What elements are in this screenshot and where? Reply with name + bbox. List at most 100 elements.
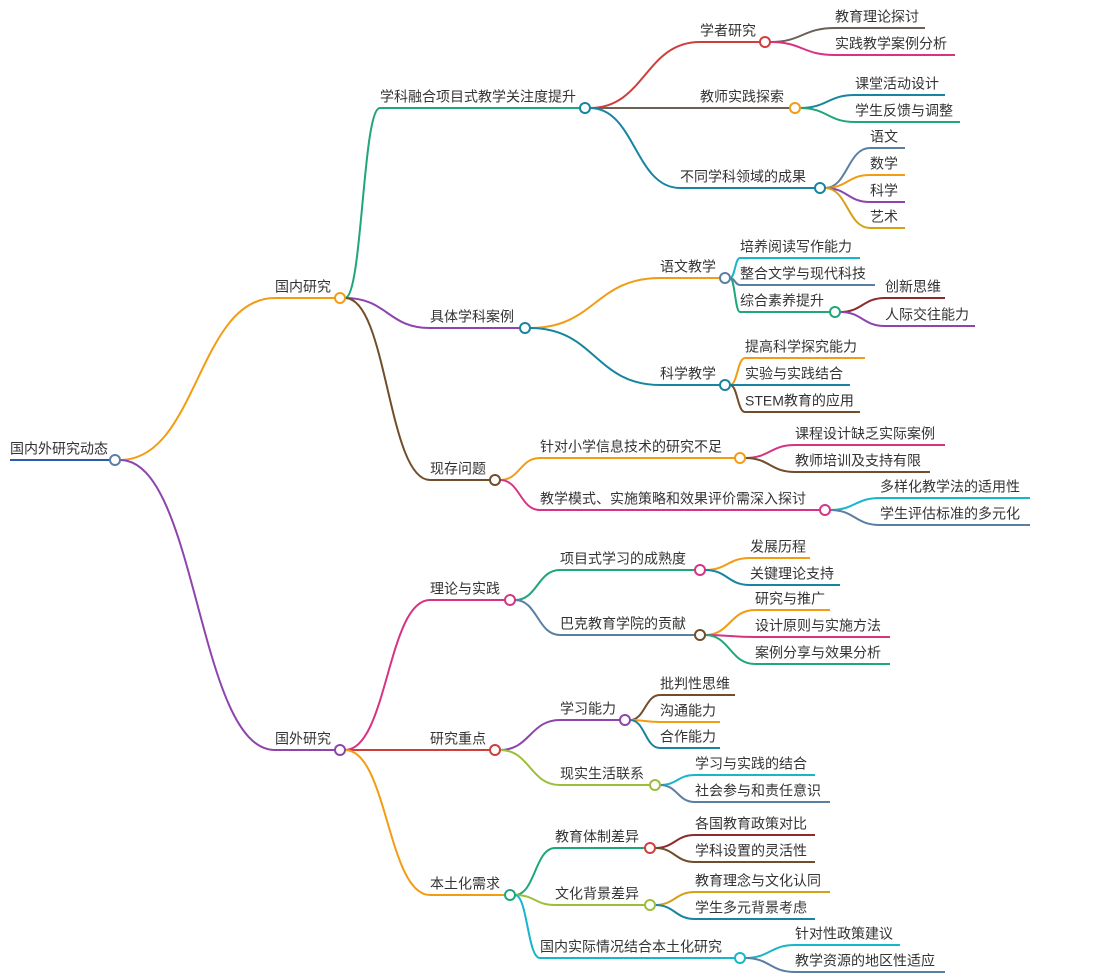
node-label: 语文: [870, 129, 898, 145]
node-label: 社会参与和责任意识: [695, 783, 821, 799]
node-label: 提高科学探究能力: [745, 339, 857, 355]
edge: [655, 835, 695, 848]
mindmap-svg: 国内外研究动态 国内研究 学科融合项目式教学关注度提升 学者研究 教育理论探讨实践教学案…: [0, 0, 1120, 973]
node-label: 针对性政策建议: [795, 926, 893, 942]
node-label: 科学: [870, 183, 898, 199]
node-label: 学习与实践的结合: [695, 756, 807, 772]
edge: [345, 108, 380, 298]
edge: [730, 385, 745, 412]
node-label: 发展历程: [750, 539, 806, 555]
node-label: 多样化教学法的适用性: [880, 479, 1020, 495]
branch-node-icon: [505, 890, 515, 900]
node-label: 巴克教育学院的贡献: [560, 616, 686, 632]
edge: [745, 445, 795, 458]
edge: [500, 720, 560, 750]
edge: [705, 558, 750, 570]
edge: [660, 775, 695, 785]
node-label: 教学资源的地区性适应: [795, 953, 935, 969]
node-label: 文化背景差异: [555, 886, 639, 902]
node-label: 实践教学案例分析: [835, 36, 947, 52]
edge: [840, 298, 885, 312]
edge: [770, 42, 835, 55]
edge: [345, 600, 430, 750]
branch-node-icon: [735, 953, 745, 963]
node-label: 整合文学与现代科技: [740, 266, 866, 282]
edge: [630, 720, 660, 748]
node-label: 数学: [870, 156, 898, 172]
edge: [655, 892, 695, 905]
edge: [515, 895, 540, 958]
branch-node-icon: [815, 183, 825, 193]
node-label: 创新思维: [885, 279, 941, 295]
node-label: 理论与实践: [430, 581, 500, 597]
edge: [730, 258, 740, 278]
edge: [120, 298, 275, 460]
edge: [800, 95, 855, 108]
edge: [830, 498, 880, 510]
edge: [770, 28, 835, 42]
edge: [830, 510, 880, 525]
node-label: 学习能力: [560, 701, 616, 717]
node-label: 学生反馈与调整: [855, 103, 953, 119]
edge: [120, 460, 275, 750]
branch-node-icon: [820, 505, 830, 515]
node-label: 学生多元背景考虑: [695, 900, 807, 916]
node-label: 课程设计缺乏实际案例: [795, 426, 935, 442]
edge: [590, 42, 700, 108]
edge: [745, 958, 795, 972]
branch-node-icon: [695, 565, 705, 575]
node-label: STEM教育的应用: [745, 393, 854, 409]
edge: [500, 750, 560, 785]
branch-node-icon: [830, 307, 840, 317]
branch-node-icon: [580, 103, 590, 113]
edge: [655, 905, 695, 919]
edge: [515, 600, 560, 635]
node-label: 语文教学: [660, 259, 716, 275]
node-label: 不同学科领域的成果: [680, 169, 806, 185]
node-label: 现存问题: [430, 461, 486, 477]
node-label: 综合素养提升: [740, 293, 824, 309]
node-label: 项目式学习的成熟度: [560, 551, 686, 567]
edge: [500, 480, 540, 510]
node-label: 教师实践探索: [700, 89, 784, 105]
branch-node-icon: [645, 843, 655, 853]
branch-node-icon: [650, 780, 660, 790]
branch-node-icon: [645, 900, 655, 910]
edge: [515, 570, 560, 600]
edge: [745, 458, 795, 472]
branch-node-icon: [505, 595, 515, 605]
branch-node-icon: [490, 475, 500, 485]
node-label: 设计原则与实施方法: [755, 618, 881, 634]
edge: [530, 278, 660, 328]
node-label: 国内研究: [275, 279, 331, 295]
node-label: 学科融合项目式教学关注度提升: [380, 89, 576, 105]
branch-node-icon: [695, 630, 705, 640]
node-label: 学者研究: [700, 23, 756, 39]
branch-node-icon: [720, 273, 730, 283]
node-label: 学科设置的灵活性: [695, 843, 807, 859]
node-label: 国内外研究动态: [10, 441, 108, 457]
node-label: 教育理论探讨: [835, 9, 919, 25]
edge: [745, 945, 795, 958]
branch-node-icon: [735, 453, 745, 463]
node-label: 人际交往能力: [885, 307, 969, 323]
node-label: 教师培训及支持有限: [795, 453, 921, 469]
node-label: 教学模式、实施策略和效果评价需深入探讨: [540, 491, 806, 507]
edge: [655, 848, 695, 862]
node-label: 实验与实践结合: [745, 366, 843, 382]
branch-node-icon: [520, 323, 530, 333]
edge: [630, 695, 660, 720]
edge: [345, 298, 430, 480]
node-label: 本土化需求: [430, 876, 500, 892]
node-label: 具体学科案例: [430, 309, 514, 325]
node-label: 合作能力: [660, 729, 716, 745]
edge: [515, 848, 555, 895]
edge: [345, 750, 430, 895]
edge: [530, 328, 660, 385]
node-label: 学生评估标准的多元化: [880, 506, 1020, 522]
edge: [705, 610, 755, 635]
edge: [800, 108, 855, 122]
node-label: 沟通能力: [660, 703, 716, 719]
branch-node-icon: [790, 103, 800, 113]
edge: [705, 635, 755, 664]
